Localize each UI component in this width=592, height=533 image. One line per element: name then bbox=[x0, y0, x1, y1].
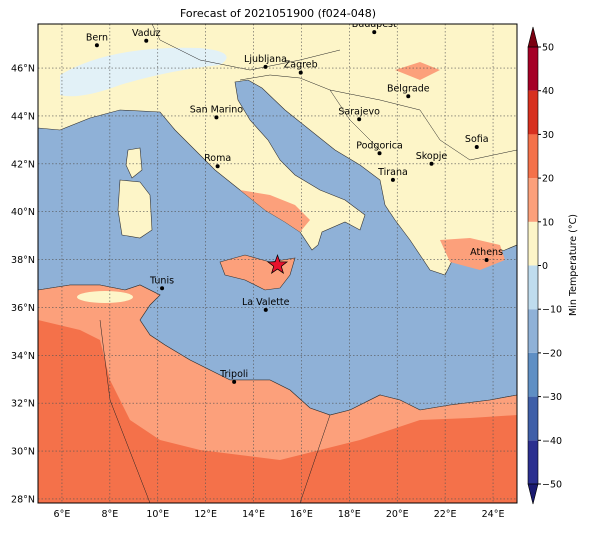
city-dot bbox=[377, 151, 382, 156]
axes: 6°E 8°E 10°E 12°E 14°E 16°E 18°E 20°E 22°E 24°E 28… bbox=[11, 64, 504, 520]
colorbar-bin bbox=[528, 47, 538, 91]
colorbar-under bbox=[527, 483, 539, 505]
x-tick-label: 24°E bbox=[482, 509, 505, 520]
tunisia-cool bbox=[77, 291, 133, 303]
x-tick-label: 6°E bbox=[54, 509, 71, 520]
city-label: Tripoli bbox=[219, 369, 248, 380]
city-label: Ljubljana bbox=[244, 54, 287, 65]
city-dot bbox=[357, 117, 362, 122]
city-dot bbox=[94, 43, 99, 48]
cold-alps bbox=[60, 47, 227, 97]
colorbar-tick-label: 40 bbox=[542, 86, 554, 97]
x-tick-label: 10°E bbox=[146, 509, 169, 520]
city-dot bbox=[372, 30, 377, 35]
y-tick-label: 46°N bbox=[11, 64, 35, 75]
y-tick-label: 36°N bbox=[11, 303, 35, 314]
colorbar-tick-label: −50 bbox=[542, 480, 562, 491]
city-dot bbox=[429, 161, 434, 166]
city-label: Tirana bbox=[377, 167, 408, 178]
y-tick-label: 32°N bbox=[11, 399, 35, 410]
city-label: Skopje bbox=[416, 151, 448, 162]
map-frame bbox=[37, 23, 518, 504]
city-label: Belgrade bbox=[387, 83, 430, 94]
city-dot bbox=[484, 258, 489, 263]
colorbar-tick-label: −10 bbox=[542, 305, 562, 316]
colorbar-bin bbox=[528, 178, 538, 222]
city-label: Athens bbox=[470, 247, 503, 258]
colorbar-bin bbox=[528, 221, 538, 266]
colorbar-bin bbox=[528, 309, 538, 353]
colorbar-tick-label: −30 bbox=[542, 392, 562, 403]
italy-warm bbox=[240, 190, 310, 232]
y-tick-label: 42°N bbox=[11, 159, 35, 170]
city-dot bbox=[390, 177, 395, 182]
city-label: San Marino bbox=[190, 104, 243, 115]
colorbar-tick-label: 20 bbox=[542, 174, 554, 185]
colorbar-label: Min Temperature (°C) bbox=[568, 214, 579, 316]
colorbar-bin bbox=[528, 134, 538, 179]
title: Forecast of 2021051900 (f024-048) bbox=[180, 7, 376, 20]
city-dot bbox=[144, 38, 149, 43]
x-tick-label: 18°E bbox=[338, 509, 361, 520]
city-dot bbox=[263, 64, 268, 69]
colorbar-bin bbox=[528, 90, 538, 135]
city-label: La Valette bbox=[242, 297, 290, 308]
y-tick-label: 44°N bbox=[11, 111, 35, 122]
y-tick-label: 28°N bbox=[11, 494, 35, 505]
x-tick-label: 8°E bbox=[101, 509, 118, 520]
colorbar: −50 −40 −30 −20 −10 0 10 20 30 40 50 bbox=[527, 26, 562, 505]
colorbar-tick-label: 10 bbox=[542, 217, 554, 228]
city-label: Budapest bbox=[352, 19, 397, 30]
city-dot bbox=[160, 286, 165, 291]
colorbar-tick-label: −40 bbox=[542, 436, 562, 447]
y-tick-label: 34°N bbox=[11, 351, 35, 362]
corsica bbox=[125, 147, 143, 179]
city-dot bbox=[232, 379, 237, 384]
y-tick-label: 38°N bbox=[11, 255, 35, 266]
city-dot bbox=[215, 164, 220, 169]
city-dot bbox=[263, 307, 268, 312]
colorbar-bin bbox=[528, 265, 538, 310]
x-tick-label: 14°E bbox=[242, 509, 265, 520]
city-label: Sofia bbox=[465, 134, 489, 145]
city-label: Zagreb bbox=[284, 60, 318, 71]
borders bbox=[99, 24, 517, 503]
city-label: Roma bbox=[204, 153, 231, 164]
event-star bbox=[266, 254, 289, 274]
greece-warm bbox=[440, 238, 505, 270]
colorbar-tick-label: −20 bbox=[542, 348, 562, 359]
y-tick-label: 30°N bbox=[11, 447, 35, 458]
city-dot bbox=[474, 145, 479, 150]
x-tick-label: 16°E bbox=[290, 509, 313, 520]
colorbar-bin bbox=[528, 440, 538, 484]
city-dot bbox=[298, 70, 303, 75]
city-label: Bern bbox=[86, 32, 108, 43]
city-dot bbox=[406, 94, 411, 99]
colorbar-tick-label: 30 bbox=[542, 130, 554, 141]
x-tick-label: 22°E bbox=[434, 509, 457, 520]
graticule bbox=[38, 24, 517, 503]
colorbar-bin bbox=[528, 396, 538, 441]
sardinia bbox=[117, 179, 153, 239]
colorbar-tick-label: 50 bbox=[542, 43, 554, 54]
city-label: Podgorica bbox=[356, 140, 403, 151]
y-tick-label: 40°N bbox=[11, 207, 35, 218]
city-label: Tunis bbox=[149, 275, 174, 286]
city-dot bbox=[214, 115, 219, 120]
colorbar-over bbox=[527, 26, 539, 48]
africa-warm bbox=[38, 320, 517, 503]
balkan-warm bbox=[395, 62, 440, 80]
city-label: Sarajevo bbox=[338, 106, 380, 117]
city-label: Vaduz bbox=[132, 28, 161, 39]
x-tick-label: 20°E bbox=[386, 509, 409, 520]
x-tick-label: 12°E bbox=[194, 509, 217, 520]
colorbar-tick-label: 0 bbox=[542, 261, 548, 272]
colorbar-bin bbox=[528, 352, 538, 397]
